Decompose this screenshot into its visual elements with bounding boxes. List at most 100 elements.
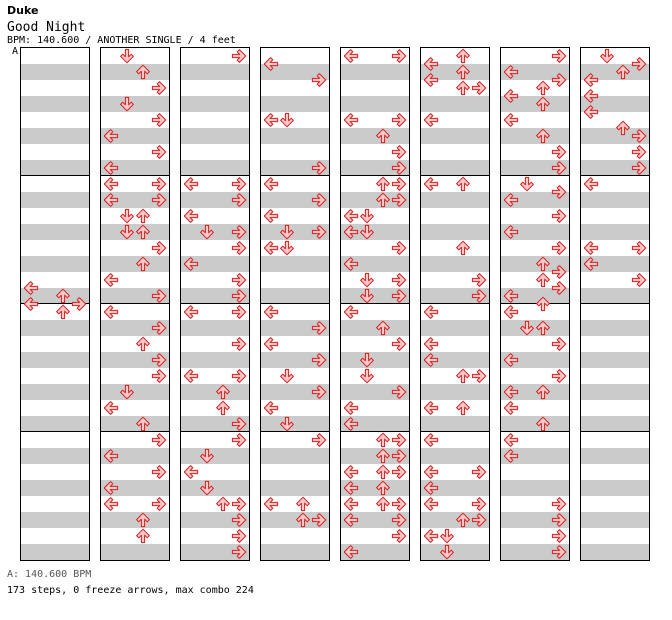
beat-stripe: [421, 48, 489, 64]
step-arrow-right-icon: [391, 144, 407, 160]
beat-stripe: [421, 496, 489, 512]
step-arrow-right-icon: [551, 528, 567, 544]
beat-stripe: [21, 48, 89, 64]
beat-stripe: [101, 432, 169, 448]
step-arrow-up-icon: [375, 432, 391, 448]
step-arrow-left-icon: [23, 280, 39, 296]
beat-stripe: [501, 176, 569, 192]
beat-stripe: [421, 160, 489, 176]
beat-stripe: [501, 416, 569, 432]
measure-line: [501, 431, 569, 432]
beat-stripe: [261, 384, 329, 400]
beat-stripe: [261, 272, 329, 288]
beat-stripe: [581, 96, 649, 112]
beat-stripe: [21, 544, 89, 560]
beat-stripe: [261, 320, 329, 336]
beat-stripe: [421, 288, 489, 304]
beat-stripe: [101, 240, 169, 256]
beat-stripe: [341, 304, 409, 320]
beat-stripe: [501, 480, 569, 496]
beat-stripe: [501, 400, 569, 416]
step-arrow-left-icon: [263, 304, 279, 320]
step-arrow-right-icon: [311, 352, 327, 368]
step-arrow-left-icon: [183, 304, 199, 320]
step-arrow-right-icon: [631, 56, 647, 72]
beat-stripe: [501, 224, 569, 240]
step-arrow-down-icon: [119, 384, 135, 400]
step-arrow-left-icon: [103, 176, 119, 192]
beat-stripe: [21, 384, 89, 400]
step-arrow-right-icon: [311, 192, 327, 208]
step-arrow-left-icon: [423, 336, 439, 352]
footer-summary: 173 steps, 0 freeze arrows, max combo 22…: [7, 585, 254, 596]
step-arrow-right-icon: [151, 432, 167, 448]
step-arrow-right-icon: [231, 48, 247, 64]
beat-stripe: [341, 128, 409, 144]
step-arrow-up-icon: [135, 416, 151, 432]
beat-stripe: [261, 336, 329, 352]
artist-name: Duke: [7, 4, 39, 17]
step-arrow-left-icon: [263, 336, 279, 352]
step-arrow-left-icon: [503, 112, 519, 128]
step-arrow-left-icon: [183, 176, 199, 192]
beat-stripe: [501, 240, 569, 256]
beat-stripe: [101, 384, 169, 400]
step-arrow-left-icon: [343, 304, 359, 320]
beat-stripe: [21, 240, 89, 256]
step-arrow-up-icon: [215, 384, 231, 400]
beat-stripe: [581, 544, 649, 560]
beat-stripe: [501, 64, 569, 80]
step-arrow-up-icon: [135, 208, 151, 224]
beat-stripe: [181, 368, 249, 384]
step-arrow-left-icon: [503, 224, 519, 240]
step-arrow-right-icon: [231, 512, 247, 528]
beat-stripe: [21, 464, 89, 480]
measure-line: [581, 431, 649, 432]
step-arrow-left-icon: [183, 464, 199, 480]
measure-line: [341, 303, 409, 304]
beat-stripe: [581, 224, 649, 240]
beat-stripe: [341, 224, 409, 240]
step-arrow-down-icon: [359, 224, 375, 240]
beat-stripe: [501, 544, 569, 560]
step-arrow-down-icon: [279, 240, 295, 256]
step-arrow-left-icon: [503, 64, 519, 80]
beat-stripe: [421, 112, 489, 128]
step-arrow-left-icon: [583, 88, 599, 104]
beat-stripe: [181, 256, 249, 272]
beat-stripe: [21, 256, 89, 272]
measure-line: [341, 175, 409, 176]
step-arrow-left-icon: [183, 368, 199, 384]
beat-stripe: [101, 224, 169, 240]
beat-stripe: [421, 272, 489, 288]
step-arrow-left-icon: [423, 496, 439, 512]
beat-stripe: [261, 512, 329, 528]
step-arrow-left-icon: [103, 128, 119, 144]
step-arrow-left-icon: [263, 112, 279, 128]
beat-stripe: [261, 288, 329, 304]
beat-stripe: [21, 128, 89, 144]
step-arrow-right-icon: [151, 240, 167, 256]
beat-stripe: [421, 352, 489, 368]
step-arrow-right-icon: [151, 368, 167, 384]
step-arrow-down-icon: [599, 48, 615, 64]
beat-stripe: [101, 304, 169, 320]
step-arrow-right-icon: [151, 80, 167, 96]
beat-stripe: [261, 480, 329, 496]
beat-stripe: [341, 240, 409, 256]
step-arrow-right-icon: [631, 272, 647, 288]
step-arrow-left-icon: [263, 400, 279, 416]
beat-stripe: [421, 208, 489, 224]
beat-stripe: [581, 480, 649, 496]
measure-line: [581, 175, 649, 176]
step-arrow-right-icon: [151, 496, 167, 512]
step-arrow-left-icon: [343, 544, 359, 560]
step-arrow-left-icon: [263, 496, 279, 512]
step-arrow-right-icon: [471, 512, 487, 528]
beat-stripe: [341, 80, 409, 96]
step-arrow-up-icon: [455, 368, 471, 384]
beat-stripe: [581, 368, 649, 384]
step-arrow-down-icon: [519, 320, 535, 336]
beat-stripe: [501, 112, 569, 128]
beat-stripe: [581, 464, 649, 480]
